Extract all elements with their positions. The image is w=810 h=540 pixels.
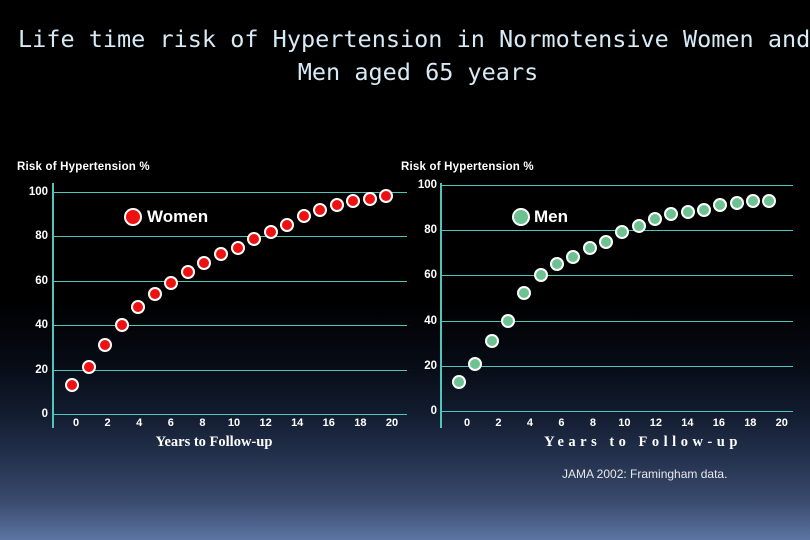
gridline: [441, 320, 793, 322]
data-point: [65, 378, 79, 393]
gridline: [441, 365, 793, 367]
data-point: [745, 193, 760, 208]
data-point: [247, 231, 262, 246]
x-tick-label: 12: [259, 417, 272, 429]
data-point: [379, 189, 394, 204]
y-tick-label: 100: [28, 186, 48, 198]
gridline: [53, 236, 407, 238]
chart-axis-title: Risk of Hypertension %: [401, 161, 534, 173]
data-point: [631, 218, 646, 233]
gridline: [53, 192, 407, 193]
source-note: JAMA 2002: Framingham data.: [562, 467, 728, 481]
x-tick-label: 18: [744, 417, 757, 429]
data-point: [180, 264, 195, 279]
data-point: [230, 240, 245, 255]
data-point: [615, 225, 630, 240]
slide-title-line1: Life time risk of Hypertension in Normot…: [18, 25, 810, 53]
x-tick-label: 0: [463, 417, 471, 429]
legend-label: Women: [147, 207, 209, 226]
x-tick-label: 0: [72, 417, 80, 429]
gridline: [441, 185, 793, 186]
data-point: [280, 218, 295, 233]
data-point: [680, 205, 695, 220]
x-tick-label: 4: [526, 417, 534, 429]
gridline: [53, 280, 407, 282]
x-tick-label: 10: [227, 417, 241, 429]
x-tick-label: 16: [322, 417, 335, 429]
data-point: [263, 224, 278, 239]
x-tick-label: 14: [291, 417, 304, 429]
x-tick-label: 12: [649, 417, 662, 429]
data-point: [147, 287, 162, 302]
x-tick-label: 16: [712, 417, 725, 429]
x-tick-label: 14: [681, 417, 694, 429]
data-point: [313, 202, 328, 217]
data-point: [131, 300, 146, 315]
data-point: [81, 360, 96, 375]
data-point: [346, 193, 361, 208]
data-point: [213, 247, 228, 262]
data-point: [549, 257, 564, 272]
data-point: [452, 374, 466, 389]
y-axis-line: [52, 183, 54, 428]
x-tick-label: 4: [136, 417, 143, 429]
data-point: [500, 313, 515, 328]
y-tick-label: 40: [424, 314, 437, 327]
data-point: [484, 333, 499, 348]
y-tick-label: 80: [35, 230, 48, 243]
x-tick-label: 10: [618, 417, 631, 429]
y-tick-label: 20: [424, 359, 437, 372]
data-point: [329, 198, 344, 213]
y-tick-label: 0: [41, 408, 48, 420]
data-point: [696, 202, 711, 217]
data-point: [517, 286, 532, 301]
data-point: [582, 241, 597, 256]
data-point: [114, 318, 129, 333]
x-tick-label: 6: [558, 417, 565, 429]
x-tick-label: 20: [775, 417, 788, 429]
legend-dot: [124, 208, 142, 226]
y-tick-label: 80: [424, 224, 437, 237]
gridline: [53, 414, 407, 415]
data-point: [362, 191, 377, 206]
x-tick-label: 8: [199, 417, 206, 429]
data-point: [296, 209, 311, 224]
data-point: [664, 207, 679, 222]
y-axis-line: [440, 183, 442, 428]
data-point: [164, 276, 179, 291]
legend-label: Men: [534, 207, 568, 226]
data-point: [762, 193, 777, 208]
y-tick-label: 20: [35, 363, 48, 376]
x-tick-label: 6: [167, 417, 174, 429]
x-axis-label: Years to Follow-up: [155, 434, 273, 450]
x-tick-label: 8: [589, 417, 596, 429]
data-point: [566, 250, 581, 265]
x-tick-label: 2: [495, 417, 502, 429]
y-tick-label: 0: [430, 405, 437, 417]
data-point: [98, 338, 113, 353]
data-point: [197, 256, 212, 271]
data-point: [647, 211, 662, 226]
y-tick-label: 60: [35, 274, 48, 287]
x-tick-label: 20: [385, 417, 399, 429]
gridline: [53, 325, 407, 327]
legend-dot: [512, 208, 530, 226]
gridline: [441, 411, 793, 412]
gridline: [53, 369, 407, 371]
x-tick-label: 2: [104, 417, 111, 429]
data-point: [713, 198, 728, 213]
x-tick-label: 18: [354, 417, 367, 429]
y-tick-label: 40: [35, 319, 48, 332]
y-tick-label: 100: [417, 179, 437, 191]
chart-axis-title: Risk of Hypertension %: [17, 161, 150, 173]
data-point: [729, 196, 744, 211]
data-point: [533, 268, 548, 283]
data-point: [598, 234, 613, 249]
slide-title-line2: Men aged 65 years: [297, 58, 539, 86]
data-point: [468, 356, 483, 371]
y-tick-label: 60: [424, 269, 437, 282]
gridline: [441, 275, 793, 277]
x-axis-label: Years to Follow-up: [544, 434, 742, 450]
